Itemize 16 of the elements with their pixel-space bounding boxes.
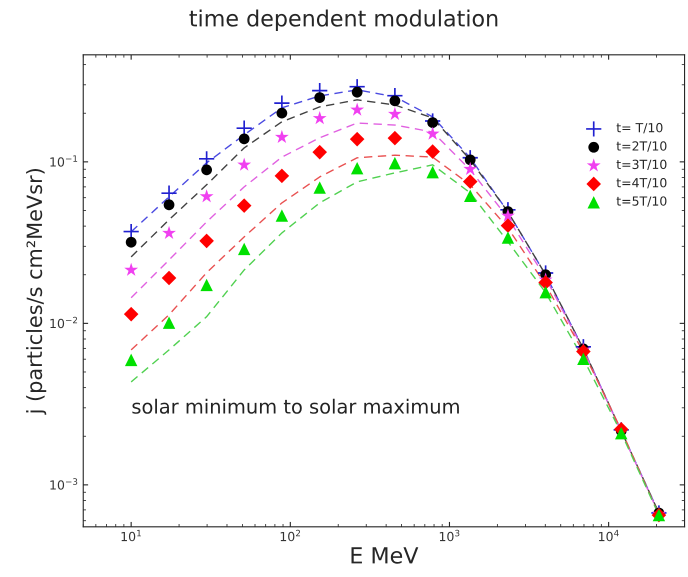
y-tick-label: 10$^{−2}$ [50, 316, 78, 328]
x-tick-label: 10$^{3}$ [440, 530, 460, 542]
chart-title: time dependent modulation [189, 9, 498, 31]
y-axis-title: j (particles/s cm²MeVsr) [26, 169, 46, 415]
y-tick-label: 10$^{−3}$ [50, 478, 78, 490]
x-tick-label: 10$^{4}$ [598, 530, 619, 542]
legend-label: t= T/10 [616, 122, 662, 134]
annotation: solar minimum to solar maximum [132, 398, 459, 414]
legend-label: t=3T/10 [616, 160, 666, 170]
x-axis-title: E MeV [352, 547, 418, 564]
legend-label: t=4T/10 [616, 178, 666, 188]
y-tick-label: 10$^{−1}$ [50, 155, 78, 167]
x-tick-label: 10$^{1}$ [122, 530, 141, 542]
legend-label: t=2T/10 [616, 141, 666, 152]
x-tick-label: 10$^{2}$ [280, 530, 300, 542]
legend-label: t=5T/10 [616, 196, 666, 207]
